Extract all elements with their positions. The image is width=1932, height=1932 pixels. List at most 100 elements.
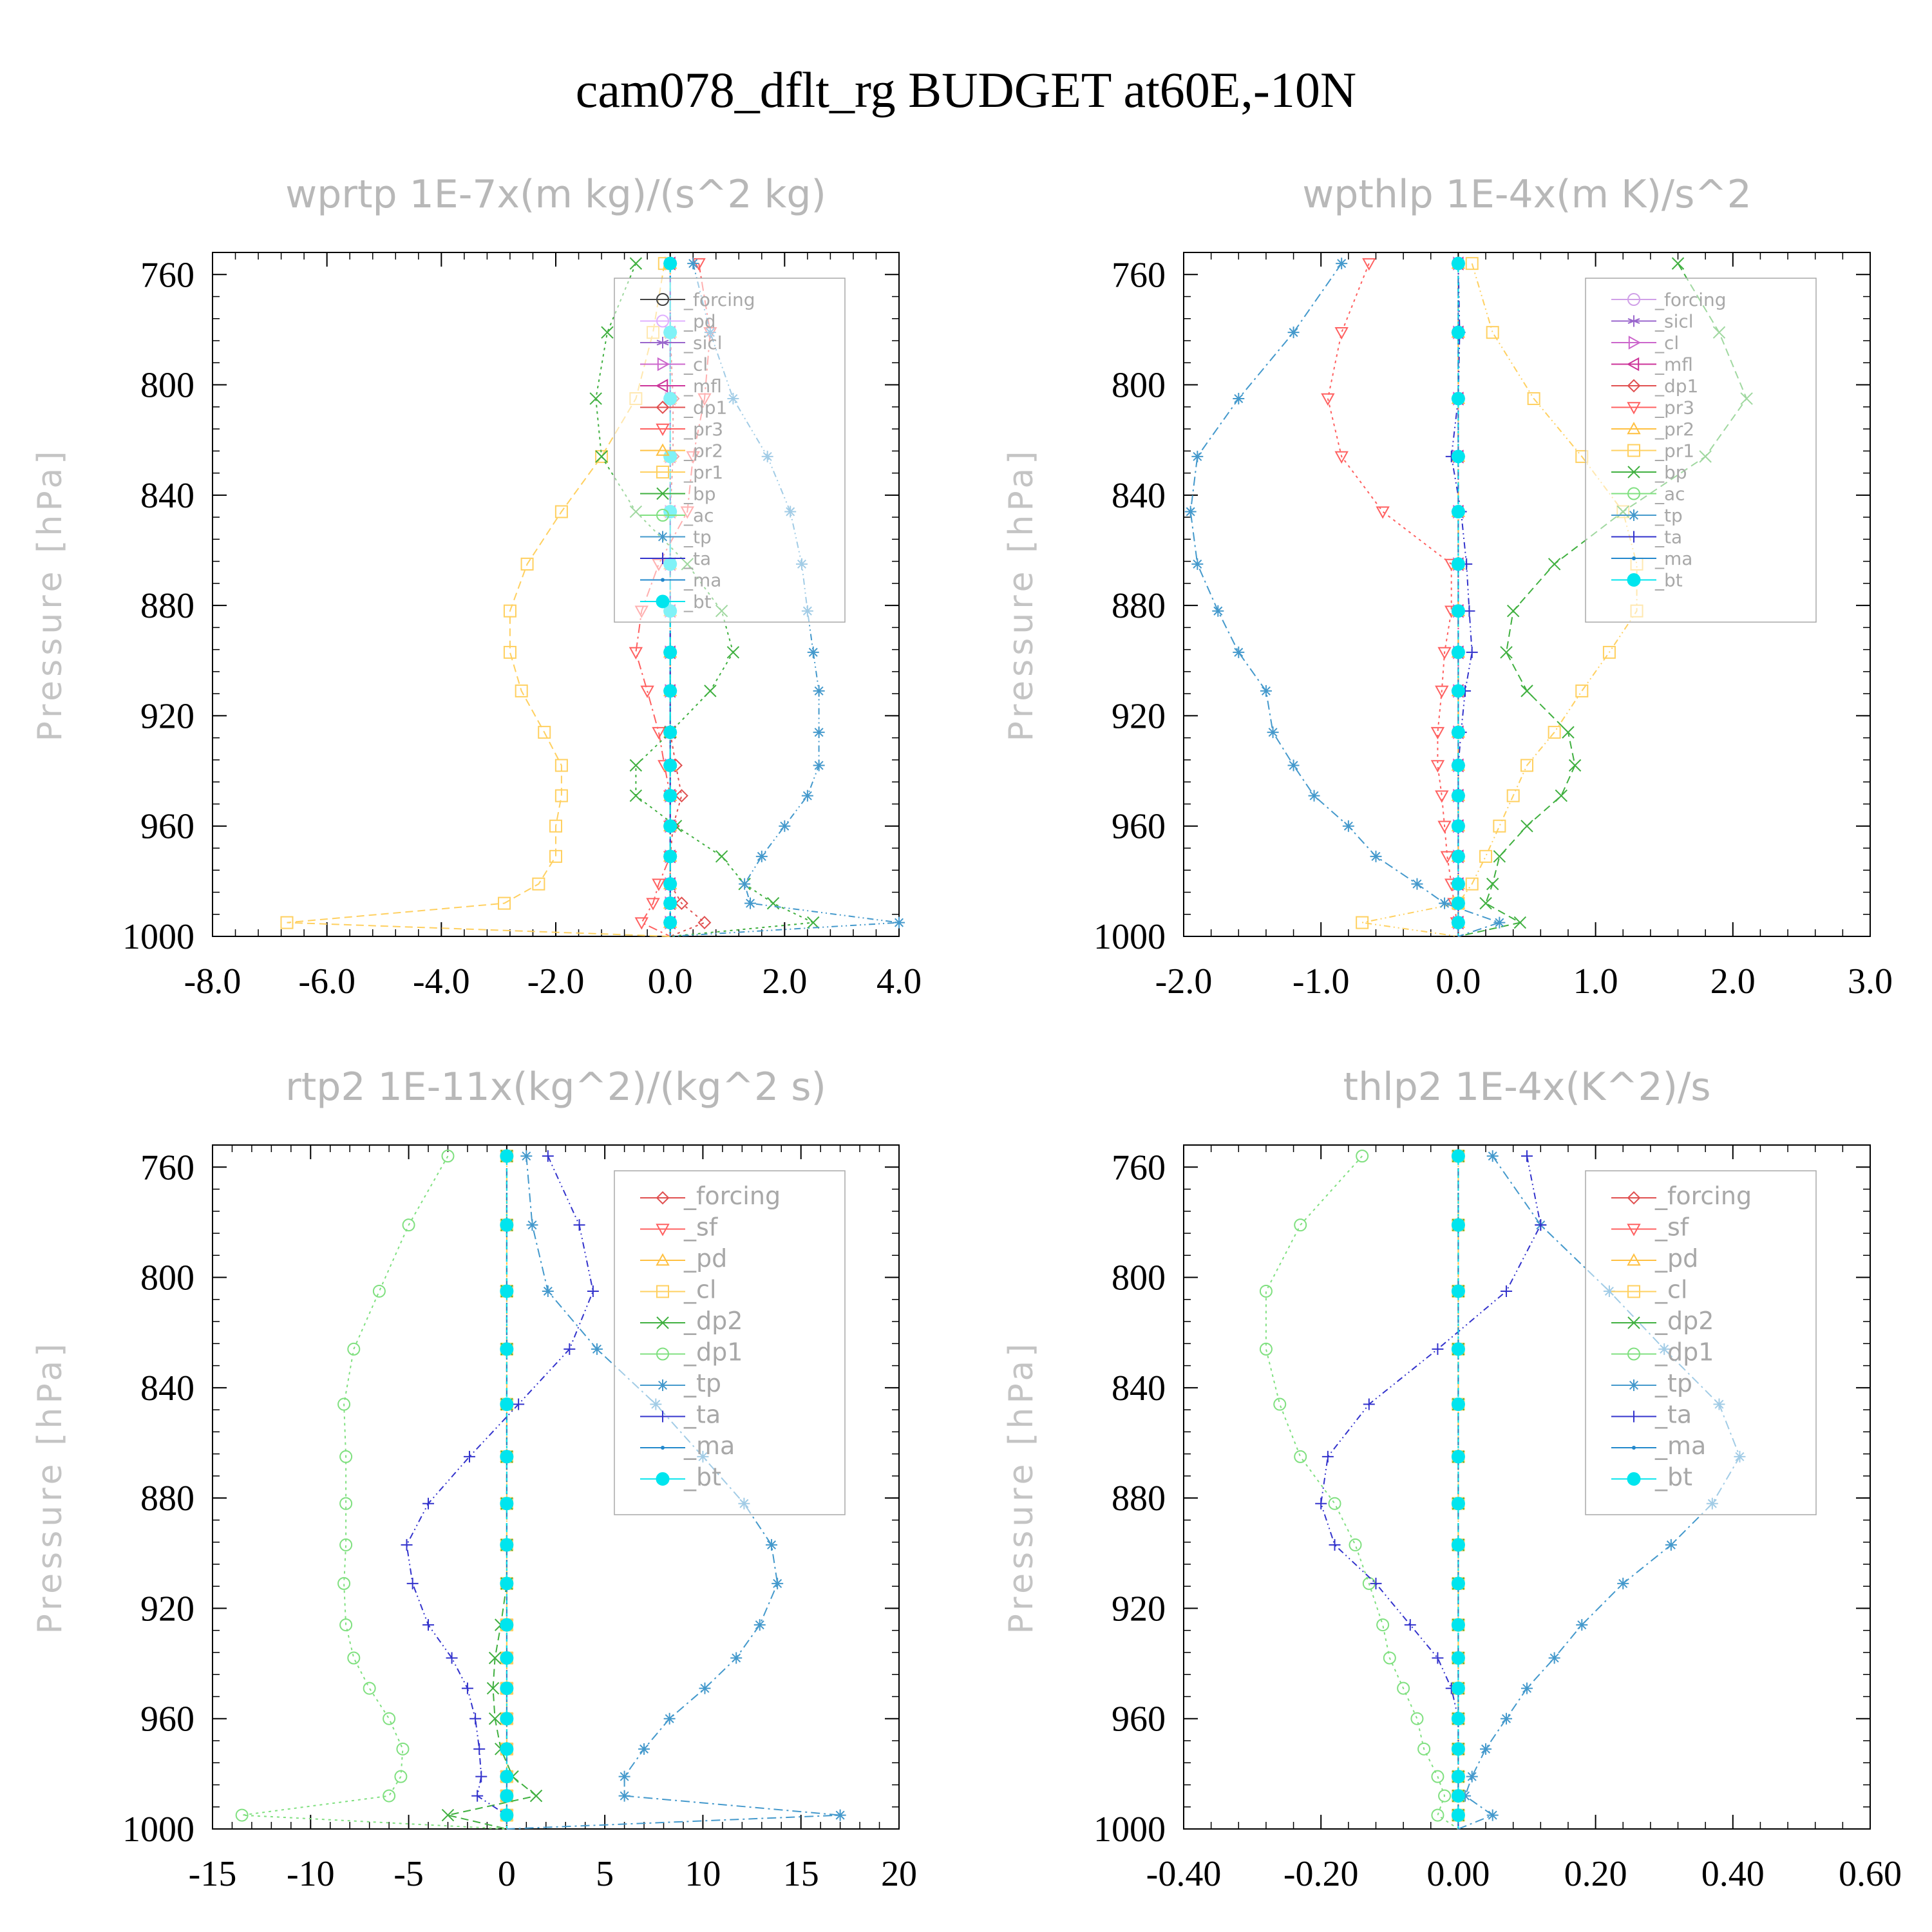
data-point bbox=[1602, 645, 1616, 659]
data-point bbox=[1432, 1343, 1444, 1355]
data-point bbox=[755, 850, 768, 862]
data-point bbox=[1548, 726, 1561, 739]
y-tick-label: 960 bbox=[140, 807, 194, 847]
legend-marker bbox=[657, 531, 668, 543]
y-tick-label: 840 bbox=[140, 1368, 194, 1408]
plot-frame bbox=[212, 1144, 900, 1830]
data-point bbox=[339, 1450, 353, 1463]
data-point bbox=[1376, 506, 1390, 519]
data-point bbox=[687, 258, 699, 270]
legend-label: _bt bbox=[683, 591, 712, 612]
data-point bbox=[1362, 258, 1376, 271]
data-point bbox=[1184, 506, 1197, 518]
data-point bbox=[500, 1742, 514, 1756]
data-point bbox=[1431, 1770, 1444, 1783]
data-point bbox=[1451, 896, 1465, 911]
legend-label: _pr3 bbox=[1654, 397, 1694, 419]
data-point bbox=[663, 725, 677, 739]
data-point bbox=[766, 1539, 778, 1551]
data-point bbox=[1568, 759, 1582, 772]
legend-marker bbox=[656, 423, 670, 437]
data-point bbox=[500, 1342, 514, 1356]
legend-label: _pr3 bbox=[683, 419, 723, 440]
panel-rtp2: rtp2 1E-11x(kg^2)/(kg^2 s) Pressure [hPa]… bbox=[31, 1065, 917, 1894]
data-point bbox=[1349, 1538, 1362, 1551]
y-tick-label: 1000 bbox=[122, 1810, 194, 1850]
x-tick-label: 15 bbox=[783, 1854, 819, 1894]
data-point bbox=[1451, 645, 1465, 659]
legend-marker bbox=[1627, 573, 1641, 587]
y-tick-label: 760 bbox=[1112, 255, 1166, 295]
data-point bbox=[520, 1150, 533, 1162]
data-point bbox=[1287, 327, 1300, 339]
legend-marker bbox=[1627, 444, 1640, 457]
data-point bbox=[564, 1343, 576, 1355]
x-tick-label: -2.0 bbox=[1155, 961, 1213, 1001]
data-point bbox=[1212, 605, 1224, 617]
x-tick-label: -2.0 bbox=[527, 961, 585, 1001]
data-point bbox=[1451, 1742, 1465, 1756]
data-point bbox=[1287, 759, 1300, 772]
data-point bbox=[1465, 877, 1479, 891]
data-point bbox=[753, 1619, 766, 1631]
data-point bbox=[1431, 1808, 1444, 1822]
legend-marker bbox=[1628, 1410, 1640, 1423]
legend: _forcing _sf_pd _cl _dp2 _dp1_tp _ta _ma _bt bbox=[614, 1170, 846, 1515]
data-point bbox=[471, 1790, 484, 1802]
data-point bbox=[1451, 1651, 1465, 1665]
legend-marker bbox=[1628, 1379, 1640, 1391]
legend-marker bbox=[656, 487, 669, 500]
y-tick-label: 800 bbox=[140, 1258, 194, 1298]
data-point bbox=[739, 878, 751, 890]
data-point bbox=[1486, 326, 1499, 339]
data-point bbox=[663, 256, 677, 270]
data-point bbox=[500, 1618, 514, 1632]
data-point bbox=[500, 1577, 514, 1591]
data-point bbox=[1342, 820, 1354, 832]
series-line bbox=[1189, 263, 1502, 937]
legend-marker bbox=[1626, 357, 1640, 372]
x-tick-label: -1.0 bbox=[1293, 961, 1350, 1001]
data-point bbox=[549, 819, 562, 833]
data-point bbox=[1521, 1150, 1533, 1162]
legend-label: _sf bbox=[1654, 1213, 1690, 1242]
x-tick-label: 20 bbox=[881, 1854, 917, 1894]
data-point bbox=[469, 1712, 482, 1725]
x-tick-label: 0.0 bbox=[648, 961, 693, 1001]
legend-label: _pr1 bbox=[683, 462, 723, 483]
series-tp bbox=[1184, 258, 1506, 937]
data-point bbox=[1459, 1790, 1472, 1802]
legend-label: _dp1 bbox=[683, 1338, 743, 1367]
data-point bbox=[461, 1682, 473, 1694]
legend-marker bbox=[1627, 421, 1641, 435]
legend-label: _sf bbox=[683, 1213, 719, 1242]
series-bt bbox=[500, 1149, 514, 1829]
data-point bbox=[629, 789, 643, 802]
legend-label: _ta bbox=[1654, 1401, 1692, 1429]
data-point bbox=[638, 1743, 650, 1755]
series-ta bbox=[1315, 1150, 1547, 1829]
y-tick-label: 1000 bbox=[1094, 1810, 1166, 1850]
data-point bbox=[1671, 257, 1685, 270]
panel-wprtp: wprtp 1E-7x(m kg)/(s^2 kg) Pressure [hPa]… bbox=[31, 172, 922, 1001]
data-point bbox=[1562, 726, 1575, 739]
legend-marker bbox=[656, 466, 669, 478]
legend-marker bbox=[656, 1224, 670, 1236]
data-point bbox=[526, 1219, 538, 1231]
data-point bbox=[663, 645, 677, 659]
data-point bbox=[542, 1285, 554, 1297]
y-axis-label: Pressure [hPa] bbox=[1002, 1340, 1041, 1634]
data-point bbox=[473, 1743, 486, 1755]
data-point bbox=[1451, 604, 1465, 618]
legend-label: _bt bbox=[1654, 570, 1683, 591]
data-point bbox=[640, 685, 654, 698]
data-point bbox=[1439, 897, 1451, 909]
legend-marker bbox=[656, 1347, 669, 1361]
data-point bbox=[629, 647, 643, 659]
data-point bbox=[618, 1790, 630, 1802]
data-point bbox=[1440, 851, 1455, 864]
legend-marker bbox=[657, 1379, 668, 1391]
y-axis-label: Pressure [hPa] bbox=[1002, 448, 1041, 742]
legend-marker bbox=[1627, 487, 1640, 500]
data-point bbox=[663, 849, 677, 864]
